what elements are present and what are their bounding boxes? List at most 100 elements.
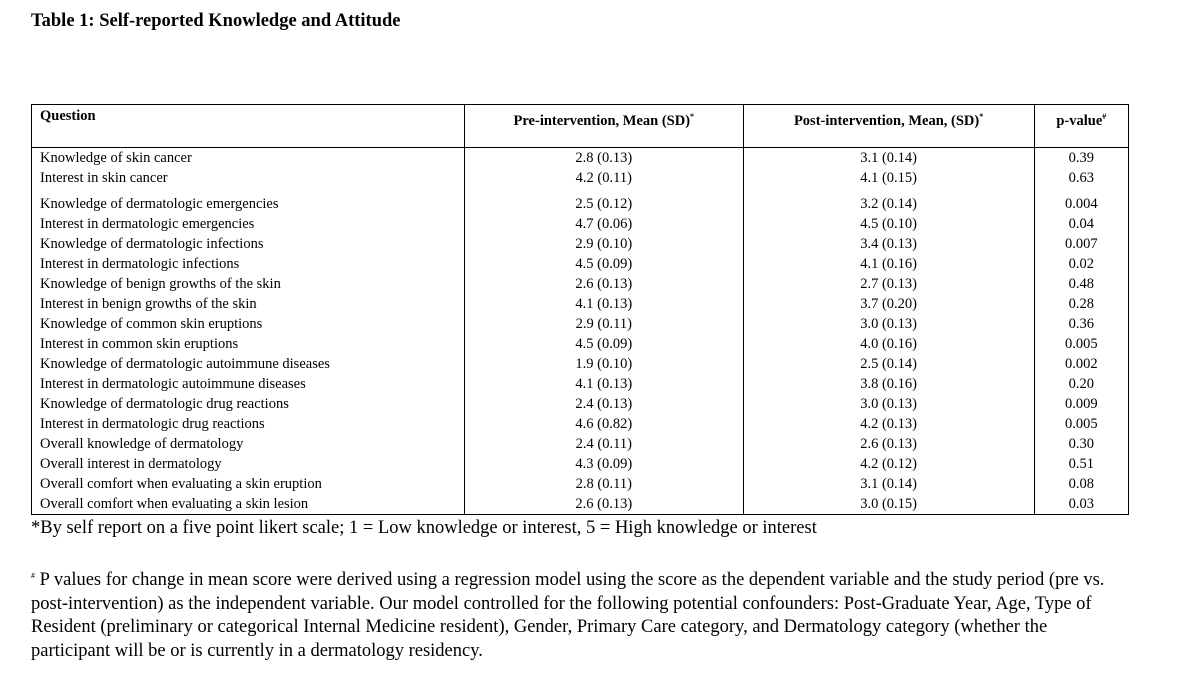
question-cell: Knowledge of common skin eruptions — [31, 314, 465, 334]
value-cell: 4.1 (0.13) — [463, 294, 744, 314]
question-cell: Overall knowledge of dermatology — [31, 434, 465, 454]
footnote-text: *By self report on a five point likert s… — [31, 518, 817, 538]
table-row: Interest in dermatologic emergencies 4.7 … — [31, 214, 1130, 234]
column-header: Question — [31, 104, 465, 148]
value-cell: 0.03 — [1033, 494, 1130, 515]
question-cell: Knowledge of dermatologic emergencies — [31, 194, 465, 214]
column-header-mark: * — [979, 112, 984, 121]
value-cell: 4.7 (0.06) — [463, 214, 744, 234]
value-cell: 4.1 (0.15) — [742, 168, 1035, 194]
value-cell: 0.36 — [1033, 314, 1130, 334]
table-row: Interest in dermatologic drug reactions 4… — [31, 414, 1130, 434]
value-cell: 3.0 (0.13) — [742, 394, 1035, 414]
column-header-mark: # — [1102, 112, 1107, 121]
value-cell: 2.4 (0.13) — [463, 394, 744, 414]
value-cell: 3.8 (0.16) — [742, 374, 1035, 394]
value-cell: 3.4 (0.13) — [742, 234, 1035, 254]
column-header: Pre-intervention, Mean (SD)* — [463, 104, 744, 148]
question-cell: Interest in dermatologic emergencies — [31, 214, 465, 234]
table-row: Interest in benign growths of the skin 4.… — [31, 294, 1130, 314]
value-cell: 2.5 (0.14) — [742, 354, 1035, 374]
value-cell: 0.002 — [1033, 354, 1130, 374]
footnote: *By self report on a five point likert s… — [31, 518, 817, 539]
table-row: Knowledge of dermatologic drug reactions… — [31, 394, 1130, 414]
question-cell: Knowledge of dermatologic drug reactions — [31, 394, 465, 414]
value-cell: 2.9 (0.10) — [463, 234, 744, 254]
table-row: Interest in skin cancer 4.2 (0.11) 4.1 (0.… — [31, 168, 1130, 194]
column-header: Post-intervention, Mean, (SD)* — [742, 104, 1035, 148]
table-title: Table 1: Self-reported Knowledge and Att… — [31, 11, 401, 31]
value-cell: 4.2 (0.12) — [742, 454, 1035, 474]
question-cell: Knowledge of skin cancer — [31, 147, 465, 168]
question-cell: Interest in skin cancer — [31, 168, 465, 194]
value-cell: 2.5 (0.12) — [463, 194, 744, 214]
results-table: Question Pre-intervention, Mean (SD)* Post… — [31, 104, 1130, 515]
value-cell: 0.08 — [1033, 474, 1130, 494]
column-header-mark: * — [690, 112, 695, 121]
column-header: p-value# — [1033, 104, 1130, 148]
value-cell: 3.1 (0.14) — [742, 474, 1035, 494]
value-cell: 4.5 (0.09) — [463, 254, 744, 274]
value-cell: 4.2 (0.13) — [742, 414, 1035, 434]
question-cell: Knowledge of benign growths of the skin — [31, 274, 465, 294]
value-cell: 3.7 (0.20) — [742, 294, 1035, 314]
value-cell: 0.48 — [1033, 274, 1130, 294]
column-header-text: Question — [40, 108, 96, 124]
question-cell: Interest in dermatologic drug reactions — [31, 414, 465, 434]
footnote: # P values for change in mean score were… — [31, 564, 1121, 663]
value-cell: 4.0 (0.16) — [742, 334, 1035, 354]
value-cell: 0.005 — [1033, 414, 1130, 434]
value-cell: 0.20 — [1033, 374, 1130, 394]
value-cell: 0.39 — [1033, 147, 1130, 168]
value-cell: 4.3 (0.09) — [463, 454, 744, 474]
question-cell: Interest in dermatologic infections — [31, 254, 465, 274]
value-cell: 0.30 — [1033, 434, 1130, 454]
question-cell: Interest in benign growths of the skin — [31, 294, 465, 314]
table-row: Interest in common skin eruptions 4.5 (0.… — [31, 334, 1130, 354]
value-cell: 1.9 (0.10) — [463, 354, 744, 374]
footnote-mark: # — [31, 571, 35, 580]
table-row: Interest in dermatologic autoimmune dise… — [31, 374, 1130, 394]
value-cell: 2.8 (0.13) — [463, 147, 744, 168]
value-cell: 0.02 — [1033, 254, 1130, 274]
question-cell: Overall interest in dermatology — [31, 454, 465, 474]
value-cell: 0.007 — [1033, 234, 1130, 254]
value-cell: 2.8 (0.11) — [463, 474, 744, 494]
header-row: Question Pre-intervention, Mean (SD)* Post… — [31, 104, 1130, 148]
value-cell: 3.2 (0.14) — [742, 194, 1035, 214]
value-cell: 0.28 — [1033, 294, 1130, 314]
question-cell: Interest in common skin eruptions — [31, 334, 465, 354]
value-cell: 4.1 (0.16) — [742, 254, 1035, 274]
value-cell: 2.7 (0.13) — [742, 274, 1035, 294]
value-cell: 0.04 — [1033, 214, 1130, 234]
table-row: Knowledge of dermatologic emergencies 2.5… — [31, 194, 1130, 214]
table-body: Knowledge of skin cancer 2.8 (0.13) 3.1 (0… — [31, 147, 1130, 515]
value-cell: 0.63 — [1033, 168, 1130, 194]
value-cell: 4.1 (0.13) — [463, 374, 744, 394]
value-cell: 4.5 (0.10) — [742, 214, 1035, 234]
question-cell: Overall comfort when evaluating a skin e… — [31, 474, 465, 494]
table-row: Overall knowledge of dermatology 2.4 (0.1… — [31, 434, 1130, 454]
value-cell: 2.4 (0.11) — [463, 434, 744, 454]
value-cell: 2.9 (0.11) — [463, 314, 744, 334]
value-cell: 4.5 (0.09) — [463, 334, 744, 354]
table-row: Knowledge of dermatologic infections 2.9 … — [31, 234, 1130, 254]
value-cell: 0.009 — [1033, 394, 1130, 414]
value-cell: 4.2 (0.11) — [463, 168, 744, 194]
question-cell: Knowledge of dermatologic infections — [31, 234, 465, 254]
value-cell: 0.004 — [1033, 194, 1130, 214]
question-cell: Knowledge of dermatologic autoimmune dis… — [31, 354, 465, 374]
value-cell: 3.1 (0.14) — [742, 147, 1035, 168]
question-cell: Overall comfort when evaluating a skin l… — [31, 494, 465, 515]
value-cell: 3.0 (0.15) — [742, 494, 1035, 515]
value-cell: 0.51 — [1033, 454, 1130, 474]
value-cell: 2.6 (0.13) — [463, 494, 744, 515]
footnote-text: P values for change in mean score were d… — [31, 570, 1105, 661]
table-row: Overall interest in dermatology 4.3 (0.09… — [31, 454, 1130, 474]
question-cell: Interest in dermatologic autoimmune dise… — [31, 374, 465, 394]
table-row: Knowledge of benign growths of the skin 2… — [31, 274, 1130, 294]
column-header-text: Pre-intervention, Mean (SD) — [513, 112, 691, 129]
table-row: Overall comfort when evaluating a skin l… — [31, 494, 1130, 515]
value-cell: 4.6 (0.82) — [463, 414, 744, 434]
